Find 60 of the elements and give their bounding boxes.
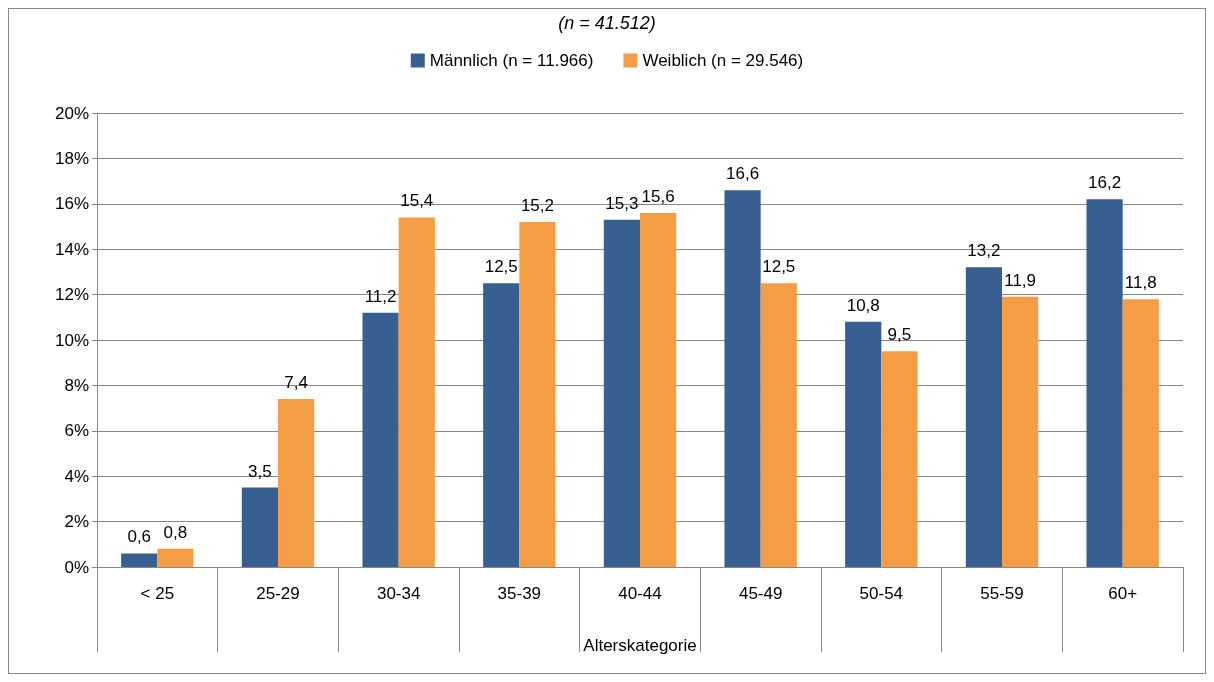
y-tick-label: 8% xyxy=(64,375,89,395)
data-label: 16,6 xyxy=(726,164,760,184)
data-label: 9,5 xyxy=(887,325,912,345)
x-tick-label: 45-49 xyxy=(738,584,783,603)
bar xyxy=(121,553,158,567)
bar xyxy=(398,217,435,567)
x-tick-label: 40-44 xyxy=(618,584,662,603)
legend-label: Weiblich (n = 29.546) xyxy=(642,51,804,70)
data-label: 11,2 xyxy=(364,286,397,306)
y-tick-label: 10% xyxy=(54,330,89,350)
x-tick-label: 35-39 xyxy=(497,584,542,603)
data-label: 15,4 xyxy=(400,191,434,211)
data-label: 11,8 xyxy=(1124,273,1157,293)
bar xyxy=(362,312,399,567)
bar xyxy=(640,212,677,567)
bar xyxy=(519,221,556,567)
data-label: 11,9 xyxy=(1004,270,1037,290)
data-label: 12,5 xyxy=(484,257,518,277)
bar xyxy=(724,190,761,567)
y-tick-label: 6% xyxy=(64,421,89,441)
bar xyxy=(157,548,194,567)
data-label: 0,8 xyxy=(163,522,188,542)
bar xyxy=(483,283,520,567)
y-tick-label: 4% xyxy=(64,466,89,486)
bar xyxy=(760,283,797,567)
y-tick-label: 12% xyxy=(54,285,89,305)
x-tick-label: 30-34 xyxy=(376,584,421,603)
y-tick-label: 20% xyxy=(54,103,89,123)
bar xyxy=(603,219,640,567)
y-tick-label: 0% xyxy=(64,557,89,577)
x-tick-label: < 25 xyxy=(140,584,175,603)
data-label: 7,4 xyxy=(284,373,308,393)
bar xyxy=(278,399,315,567)
chart-subtitle: (n = 41.512) xyxy=(558,13,656,33)
y-tick-label: 16% xyxy=(54,194,89,214)
data-label: 15,2 xyxy=(520,195,554,215)
x-tick-label: 50-54 xyxy=(859,584,904,603)
x-tick-label: 60+ xyxy=(1108,584,1138,603)
data-label: 15,3 xyxy=(605,193,639,213)
y-tick-label: 2% xyxy=(64,512,89,532)
data-label: 3,5 xyxy=(248,461,272,481)
bar xyxy=(1002,296,1039,567)
data-label: 13,2 xyxy=(967,241,1001,261)
data-label: 0,6 xyxy=(127,527,152,547)
bar xyxy=(845,321,882,567)
y-tick-label: 14% xyxy=(54,239,89,259)
x-axis-title: Alterskategorie xyxy=(583,636,697,655)
data-label: 10,8 xyxy=(846,295,880,315)
x-tick-label: 25-29 xyxy=(256,584,300,603)
x-tick-label: 55-59 xyxy=(980,584,1024,603)
bar xyxy=(965,267,1002,567)
bar xyxy=(1122,299,1159,567)
data-label: 12,5 xyxy=(762,257,796,277)
data-label: 15,6 xyxy=(641,186,675,206)
bar xyxy=(881,351,918,567)
bar xyxy=(1086,199,1123,567)
data-label: 16,2 xyxy=(1088,173,1122,193)
y-tick-label: 18% xyxy=(54,148,89,168)
bar xyxy=(241,487,278,567)
legend-label: Männlich (n = 11.966) xyxy=(429,51,594,70)
